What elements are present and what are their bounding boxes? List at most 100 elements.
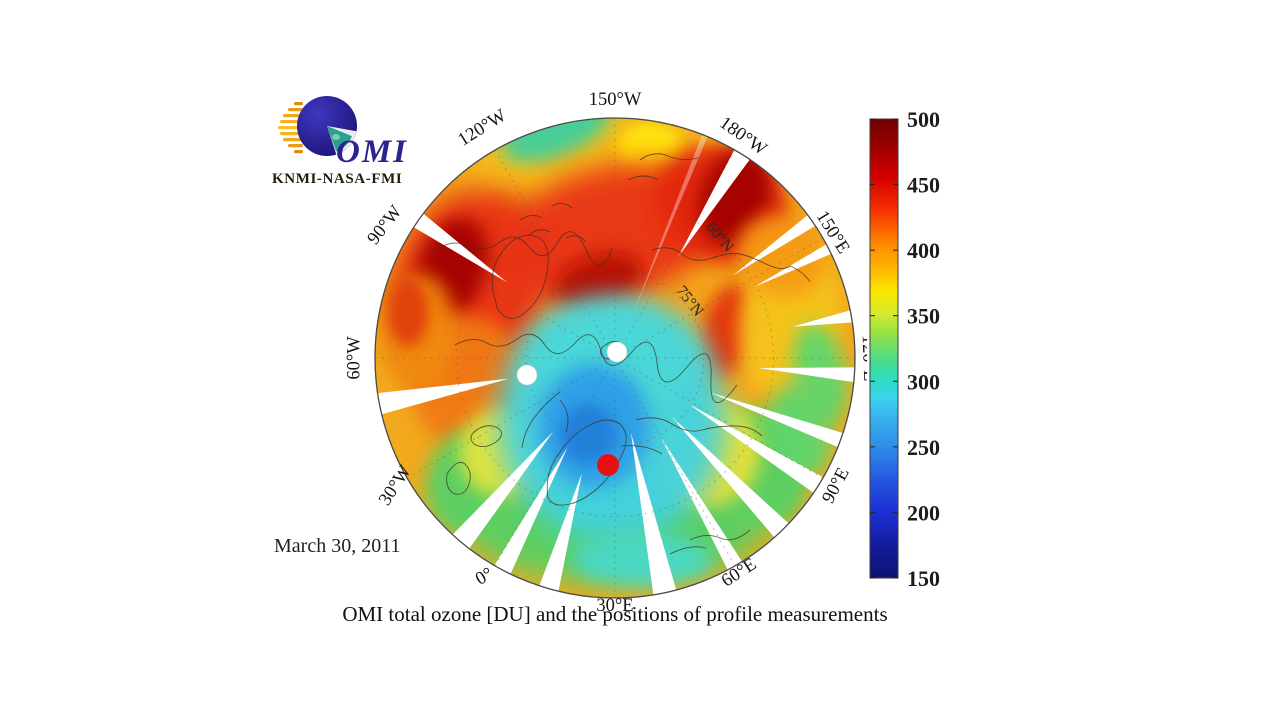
missing-data-wedge (792, 309, 855, 327)
colorbar-tick-label: 200 (907, 500, 940, 525)
coastline (446, 461, 471, 495)
colorbar-tick-label: 450 (907, 173, 940, 198)
missing-data-wedge (758, 367, 855, 383)
colorbar-layer: 500 450 400 350 300 250 200 150 (867, 107, 940, 591)
ozone-region (502, 162, 722, 302)
missing-data-wedge (375, 378, 509, 415)
meridian-line (406, 237, 603, 352)
missing-data-wedge (630, 433, 677, 598)
logo-globe-highlight (332, 134, 340, 140)
latitude-circle (456, 199, 774, 517)
longitude-label: 150°E (812, 208, 854, 258)
ozone-region (465, 118, 765, 232)
date-label: March 30, 2011 (274, 535, 401, 557)
missing-data-wedge (688, 403, 826, 495)
latitude-label: 75°N (672, 283, 707, 321)
figure-caption: OMI total ozone [DU] and the positions o… (342, 602, 888, 626)
ozone-region (652, 398, 760, 506)
logo-globe-wedge (327, 126, 352, 152)
ozone-region (415, 217, 489, 319)
coastline-layer (431, 153, 811, 555)
logo-ray (280, 132, 303, 136)
meridian-line (627, 237, 824, 352)
profile-site-marker-red (597, 454, 619, 476)
coastline (651, 247, 811, 283)
latitude-label: 60°N (702, 219, 737, 256)
ozone-region (498, 298, 726, 542)
ozone-region (384, 274, 456, 390)
missing-data-wedge (732, 213, 818, 276)
map-boundary-layer (374, 117, 856, 599)
missing-data-wedge (411, 212, 507, 283)
ozone-region (410, 316, 526, 448)
colorbar-tick-label: 250 (907, 435, 940, 460)
logo-ray (288, 108, 303, 112)
coastline (669, 529, 751, 555)
longitude-label: 60°W (344, 336, 364, 380)
colorbar-tick-label: 500 (907, 107, 940, 132)
ozone-field-layer (375, 118, 855, 598)
missing-data-wedge (753, 243, 834, 288)
ozone-region (656, 143, 788, 265)
ozone-region (501, 118, 611, 163)
ozone-region (553, 253, 643, 311)
meridian-line (406, 364, 603, 479)
colorbar-backing (867, 115, 901, 582)
logo-ray (294, 150, 303, 154)
ozone-region (524, 306, 700, 418)
logo-ray (283, 114, 303, 118)
ozone-region (560, 404, 616, 464)
longitude-label: 90°E (819, 465, 854, 507)
missing-data-wedge (709, 392, 846, 449)
logo-ray (288, 144, 303, 148)
missing-data-wedge (678, 147, 752, 257)
logo-ray (294, 102, 303, 106)
missing-data-wedge (632, 132, 709, 314)
ozone-region (460, 408, 540, 496)
ozone-region (698, 147, 772, 245)
ozone-region (572, 534, 712, 586)
colorbar (869, 118, 899, 579)
meridian-line (627, 364, 824, 479)
ozone-region (736, 215, 828, 297)
profile-site-marker-white (516, 364, 538, 386)
coastline (491, 234, 549, 319)
coastline (621, 417, 763, 455)
ozone-region (538, 364, 650, 488)
longitude-label: 0° (472, 564, 496, 590)
logo-rays (278, 102, 303, 154)
meridian-line (494, 149, 609, 346)
meridian-line (621, 149, 736, 346)
coastline (519, 203, 587, 243)
ozone-region (706, 407, 810, 529)
coastline (470, 425, 502, 447)
ozone-region (465, 472, 765, 584)
logo-orgs-label: KNMI-NASA-FMI (272, 171, 403, 187)
ozone-region (739, 242, 841, 398)
omi-logo-text: OMI (336, 134, 409, 170)
ozone-region (768, 385, 832, 475)
ozone-region (425, 428, 515, 536)
missing-data-layer (375, 132, 855, 598)
ozone-region (792, 323, 848, 427)
longitude-label: 120°W (455, 105, 511, 150)
ozone-region (699, 283, 757, 377)
measurement-markers-layer (516, 341, 628, 476)
coastline (431, 231, 613, 266)
logo-ray (283, 138, 303, 142)
logo-ray (278, 126, 303, 130)
ozone-region (618, 124, 682, 176)
colorbar-tick-label: 150 (907, 566, 940, 591)
coastline (454, 333, 738, 404)
omi-logo (278, 96, 357, 156)
longitude-label: 60°E (718, 554, 760, 591)
longitude-label: 150°W (589, 90, 642, 110)
map-boundary (374, 117, 856, 599)
axis-labels-layer: 150°W180°W150°E120°E90°E60°E30°E0°30°W60… (344, 90, 879, 616)
graticule-layer (375, 118, 855, 598)
ozone-region (388, 278, 428, 346)
missing-data-wedge (493, 447, 568, 577)
longitude-label: 180°W (716, 113, 771, 160)
colorbar-tick-label: 300 (907, 369, 940, 394)
